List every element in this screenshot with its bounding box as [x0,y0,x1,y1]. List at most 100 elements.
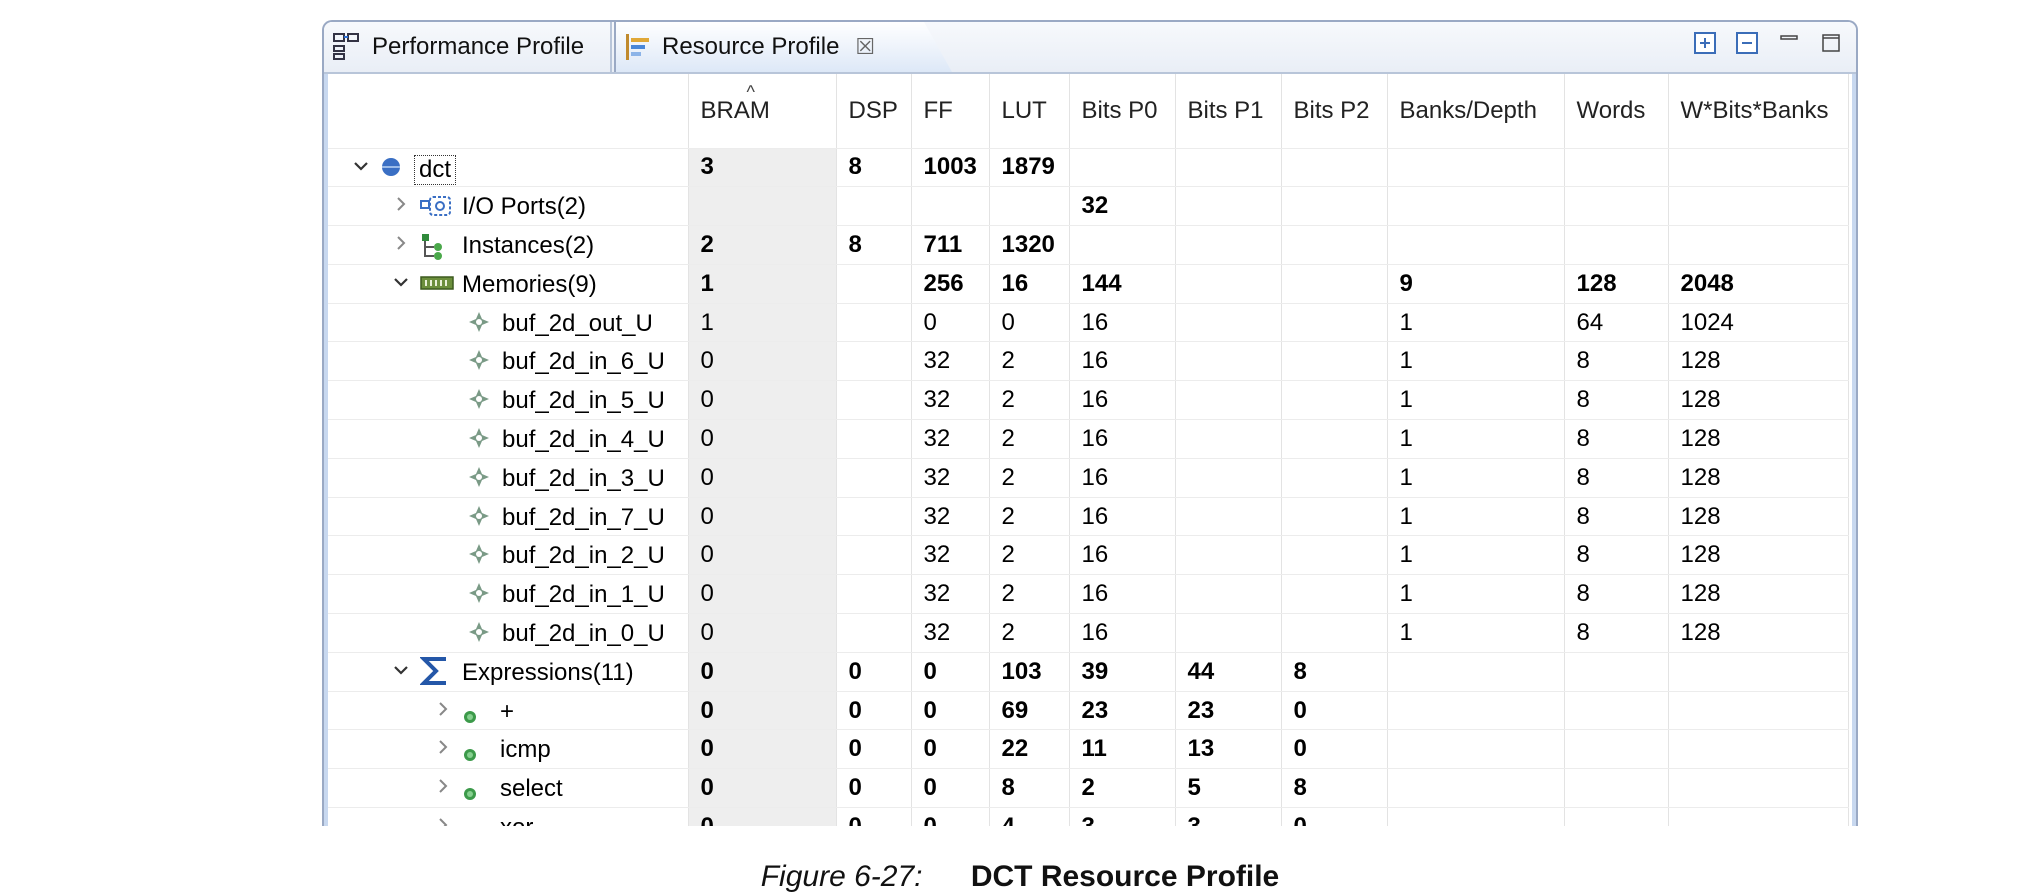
tree-name-cell[interactable]: dct [328,148,689,188]
cell-bits-p1: 5 [1175,768,1282,809]
table-row[interactable]: Instances(2) 2 8 711 1320 [328,225,1849,265]
chevron-right-icon[interactable] [390,232,412,258]
memory-item-icon [468,349,490,378]
memory-item-icon [468,427,490,456]
tree-name-cell[interactable]: buf_2d_out_U [328,303,689,343]
header-bits-p0[interactable]: Bits P0 [1069,74,1176,149]
tree-name-cell[interactable]: buf_2d_in_0_U [328,613,689,653]
cell-bits-p2 [1281,380,1388,421]
green-dot-icon [462,820,478,826]
cell-bits-p2 [1281,535,1388,576]
cell-w-bits-banks [1668,691,1849,731]
table-row[interactable]: icmp 0 0 0 22 11 13 0 [328,729,1849,770]
chevron-right-icon[interactable] [390,193,412,219]
tree-name-cell[interactable]: buf_2d_in_6_U [328,341,689,382]
cell-dsp: 8 [836,225,912,265]
table-row[interactable]: +0 0 0 69 23 23 0 [328,691,1849,731]
collapse-all-icon[interactable] [1736,32,1758,54]
cell-bits-p2 [1281,148,1388,188]
tree-name-cell[interactable]: select [328,768,689,809]
table-row[interactable]: buf_2d_in_7_U 0 32 2 16 1 8 128 [328,497,1849,537]
table-row[interactable]: buf_2d_in_0_U 0 32 2 16 1 8 128 [328,613,1849,653]
cell-ff: 32 [911,341,990,382]
cell-ff: 1003 [911,148,990,188]
tree-name-cell[interactable]: icmp [328,729,689,770]
tree-name-cell[interactable]: buf_2d_in_5_U [328,380,689,421]
chevron-down-icon[interactable] [350,155,372,181]
header-words[interactable]: Words [1564,74,1669,149]
header-dsp[interactable]: DSP [836,74,912,149]
expand-all-icon[interactable] [1694,32,1716,54]
tree-name-cell[interactable]: Expressions(11) [328,652,689,692]
cell-banks-depth [1387,148,1565,188]
tree-name-cell[interactable]: Memories(9) [328,264,689,304]
tree-name-cell[interactable]: Instances(2) [328,225,689,265]
tab-bar: Performance Profile Resource Profile ☒ [324,22,1856,74]
tree-item-label: buf_2d_in_7_U [502,503,665,531]
table-row[interactable]: select 0 0 0 8 2 5 8 [328,768,1849,809]
tree-name-cell[interactable]: buf_2d_in_2_U [328,535,689,576]
tree-name-cell[interactable]: I/O Ports(2) [328,186,689,227]
tree-name-cell[interactable]: xor [328,807,689,826]
table-row[interactable]: buf_2d_in_4_U 0 32 2 16 1 8 128 [328,419,1849,459]
minimize-icon[interactable] [1778,32,1800,54]
cell-ff: 32 [911,574,990,615]
chevron-right-icon[interactable] [432,775,454,801]
header-ff[interactable]: FF [911,74,990,149]
cell-lut: 0 [989,303,1070,343]
resource-table: ^ BRAM DSP FF LUT Bits P0 Bits P1 Bits P2… [328,74,1849,826]
cell-ff: 0 [911,303,990,343]
header-w-bits-banks[interactable]: W*Bits*Banks [1668,74,1849,149]
chevron-down-icon[interactable] [390,271,412,297]
cell-dsp: 0 [836,807,912,826]
tree-item-label: buf_2d_in_4_U [502,426,665,454]
cell-bits-p1 [1175,419,1282,459]
cell-lut: 2 [989,613,1070,653]
header-bram[interactable]: ^ BRAM [688,74,837,149]
figure-number: Figure 6-27: [760,860,923,893]
cell-banks-depth: 1 [1387,380,1565,421]
tree-name-cell[interactable]: buf_2d_in_1_U [328,574,689,615]
cell-dsp [836,186,912,227]
cell-dsp [836,613,912,653]
table-row[interactable]: buf_2d_in_6_U 0 32 2 16 1 8 128 [328,341,1849,382]
close-icon[interactable]: ☒ [855,34,876,59]
header-banks-depth[interactable]: Banks/Depth [1387,74,1565,149]
cell-bits-p0: 16 [1069,613,1176,653]
tab-resource-profile[interactable]: Resource Profile ☒ [614,22,914,72]
tree-name-cell[interactable]: buf_2d_in_3_U [328,458,689,498]
header-name[interactable] [328,74,689,149]
table-row[interactable]: buf_2d_in_2_U 0 32 2 16 1 8 128 [328,535,1849,576]
table-row[interactable]: buf_2d_out_U 1 0 0 16 1 64 1024 [328,303,1849,343]
chevron-right-icon[interactable] [432,814,454,826]
tree-item-label: buf_2d_in_2_U [502,542,665,570]
cell-dsp [836,497,912,537]
chevron-right-icon[interactable] [432,698,454,724]
table-row[interactable]: buf_2d_in_3_U 0 32 2 16 1 8 128 [328,458,1849,498]
tree-name-cell[interactable]: + [328,691,689,731]
header-bits-p2[interactable]: Bits P2 [1281,74,1388,149]
tree-name-cell[interactable]: buf_2d_in_7_U [328,497,689,537]
chevron-down-icon[interactable] [390,659,412,685]
tab-performance-profile[interactable]: Performance Profile [330,22,612,72]
cell-ff: 32 [911,419,990,459]
cell-banks-depth [1387,691,1565,731]
cell-words [1564,652,1669,692]
chevron-right-icon[interactable] [432,736,454,762]
table-row[interactable]: Expressions(11) 0 0 0 103 39 44 8 [328,652,1849,692]
cell-bits-p0: 11 [1069,729,1176,770]
header-bits-p1[interactable]: Bits P1 [1175,74,1282,149]
table-row[interactable]: buf_2d_in_1_U 0 32 2 16 1 8 128 [328,574,1849,615]
header-lut[interactable]: LUT [989,74,1070,149]
cell-ff: 32 [911,380,990,421]
cell-bram: 0 [688,341,837,382]
maximize-icon[interactable] [1820,32,1842,54]
table-row[interactable]: I/O Ports(2) 32 [328,186,1849,227]
tree-name-cell[interactable]: buf_2d_in_4_U [328,419,689,459]
table-row[interactable]: Memories(9) 1 256 16 144 9 128 2048 [328,264,1849,304]
table-row[interactable]: dct 3 8 1003 1879 [328,148,1849,188]
table-row[interactable]: buf_2d_in_5_U 0 32 2 16 1 8 128 [328,380,1849,421]
table-row[interactable]: xor0004330 [328,807,1849,826]
cell-bits-p2 [1281,458,1388,498]
green-dot-icon [462,742,478,767]
